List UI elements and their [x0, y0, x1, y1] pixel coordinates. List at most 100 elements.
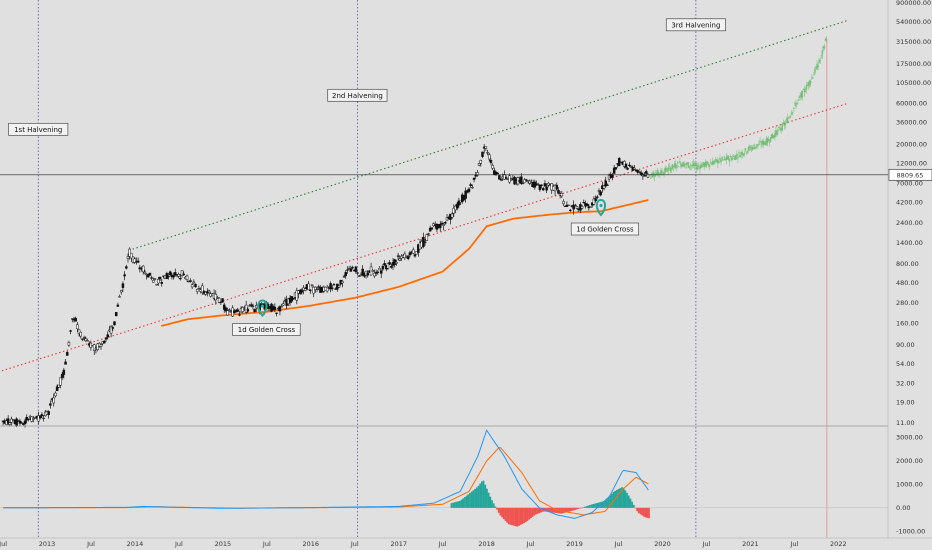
- projection-candle: [687, 162, 690, 168]
- macd-histogram-bar: [460, 499, 463, 508]
- projection-candle: [691, 164, 694, 166]
- macd-histogram-bar: [585, 506, 588, 508]
- price-axis-bg: [888, 0, 932, 538]
- trendline: [0, 103, 848, 373]
- candle-body: [192, 281, 196, 284]
- candle-body: [503, 174, 506, 180]
- projection-candle: [822, 46, 825, 48]
- projection-candle: [725, 156, 728, 160]
- price-tick-label: 19.00: [896, 399, 915, 407]
- candle-body: [381, 266, 385, 270]
- candle-body: [491, 165, 494, 169]
- halving-label-box: [665, 18, 726, 32]
- price-tick-label: 1400.00: [896, 239, 923, 247]
- candle-body: [113, 321, 116, 326]
- candle-body: [168, 271, 172, 275]
- candle-body: [222, 304, 226, 310]
- candle-body: [499, 179, 503, 181]
- macd-histogram-bar: [619, 488, 622, 508]
- candle-body: [111, 327, 115, 329]
- projection-candle: [756, 144, 758, 147]
- projection-candle: [653, 175, 656, 177]
- candle-body: [206, 291, 209, 294]
- candle-body: [226, 310, 229, 316]
- projection-candle: [663, 171, 665, 175]
- candle-body: [106, 334, 109, 338]
- projection-candle: [656, 169, 659, 176]
- candle-body: [406, 256, 410, 259]
- candle-body: [346, 269, 349, 271]
- candle-body: [312, 286, 315, 294]
- projection-candle: [679, 161, 681, 164]
- candle-body: [596, 196, 599, 198]
- projection-candle: [660, 169, 662, 175]
- macd-histogram-bar: [513, 507, 515, 526]
- macd-histogram-bar: [464, 497, 466, 508]
- projection-candle: [686, 163, 689, 164]
- macd-histogram-bar: [587, 505, 590, 508]
- projection-candle: [801, 91, 804, 98]
- macd-histogram-bar: [639, 507, 642, 515]
- candle-body: [224, 307, 228, 312]
- candle-body: [64, 361, 67, 365]
- projection-candle: [719, 157, 721, 160]
- macd-histogram-bar: [496, 507, 498, 510]
- projection-candle: [713, 160, 716, 162]
- candle-body: [395, 262, 398, 264]
- macd-histogram-bar: [637, 507, 640, 514]
- pin-dot: [260, 304, 265, 308]
- projection-candle: [733, 156, 736, 161]
- candle-body: [65, 352, 69, 356]
- candle-body: [585, 203, 589, 207]
- projection-candle: [681, 164, 683, 167]
- candle-body: [77, 329, 81, 334]
- candle-body: [182, 273, 185, 276]
- candle-body: [38, 415, 42, 419]
- candle-body: [300, 289, 304, 293]
- candle-body: [119, 290, 123, 293]
- projection-candle: [657, 172, 660, 174]
- candle-body: [189, 280, 192, 282]
- candle-body: [118, 296, 121, 298]
- projection-candle: [763, 141, 766, 144]
- projection-candle: [690, 165, 693, 166]
- macd-histogram-bar: [472, 490, 475, 508]
- projection-candle: [782, 122, 785, 124]
- candle-body: [55, 386, 59, 392]
- candle-body: [147, 274, 150, 278]
- macd-histogram-bar: [644, 507, 647, 518]
- candle-body: [487, 154, 491, 160]
- time-tick-label: Jul: [0, 540, 7, 548]
- projection-candle: [706, 161, 709, 164]
- projection-candle: [689, 165, 692, 167]
- macd-histogram-bar: [540, 507, 542, 513]
- projection-candle: [754, 146, 756, 150]
- price-tick-label: 160.00: [896, 320, 919, 328]
- projection-candle: [718, 161, 720, 163]
- candle-body: [11, 419, 15, 421]
- candle-body: [273, 306, 277, 310]
- macd-histogram-bar: [518, 507, 520, 526]
- price-tick-label: 12000.00: [896, 159, 927, 167]
- time-tick-label: Jul: [614, 540, 623, 548]
- projection-candle: [726, 156, 729, 160]
- projection-candle: [759, 141, 761, 143]
- projection-candle: [817, 65, 819, 68]
- projection-candle: [813, 74, 815, 76]
- candle-body: [185, 275, 189, 281]
- candle-body: [528, 180, 532, 184]
- macd-histogram-bar: [567, 507, 569, 512]
- time-tick-label: Jul: [86, 540, 95, 548]
- candle-body: [96, 343, 99, 350]
- candle-body: [523, 179, 526, 183]
- candle-body: [130, 252, 133, 259]
- projection-candle: [701, 165, 703, 168]
- projection-candle: [743, 153, 746, 155]
- candle-body: [197, 288, 201, 290]
- candle-body: [405, 255, 408, 257]
- projection-candle: [688, 166, 691, 168]
- macd-tick-label: 0.00: [896, 504, 910, 512]
- projection-candle: [675, 167, 678, 169]
- projection-candle: [662, 173, 664, 175]
- location-pin-icon: [595, 199, 607, 217]
